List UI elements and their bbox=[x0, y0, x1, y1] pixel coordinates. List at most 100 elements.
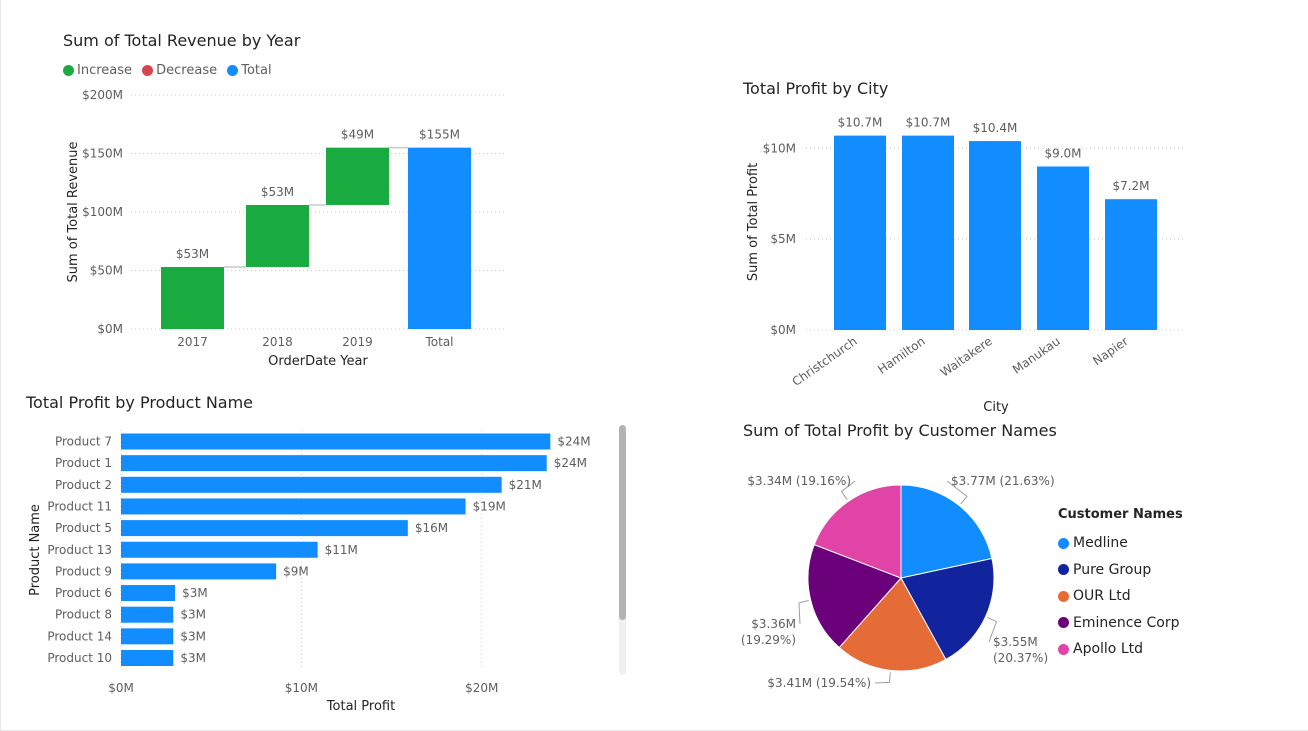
y-axis-title: Sum of Total Profit bbox=[746, 163, 761, 281]
city-bar-chart[interactable]: $0M $5M $10M $10.7M Christchurch $10.7M Hamilt… bbox=[701, 100, 1201, 420]
y-tick-label: Product 10 bbox=[47, 651, 112, 665]
y-axis-title: Product Name bbox=[28, 504, 43, 596]
x-tick-label: 2018 bbox=[262, 335, 293, 349]
waterfall-bar bbox=[246, 204, 309, 267]
waterfall-legend[interactable]: Increase Decrease Total bbox=[63, 63, 278, 80]
y-tick-label: Product 14 bbox=[47, 629, 112, 643]
y-tick-label: $5M bbox=[770, 232, 796, 246]
legend-decrease-label: Decrease bbox=[156, 63, 218, 78]
data-label: $16M bbox=[415, 521, 448, 535]
city-bar bbox=[834, 135, 886, 330]
pie-legend-swatch bbox=[1058, 564, 1069, 576]
legend-increase-swatch bbox=[63, 65, 74, 76]
data-label: $155M bbox=[419, 128, 460, 142]
y-tick-label: $0M bbox=[770, 323, 796, 337]
data-label: $24M bbox=[557, 435, 590, 449]
pie-legend[interactable]: Customer Names Medline Pure Group OUR Lt… bbox=[1058, 507, 1183, 663]
pie-legend-item-apollo-ltd[interactable]: Apollo Ltd bbox=[1058, 636, 1183, 663]
pie-slice bbox=[900, 484, 993, 579]
y-tick-label: Product 9 bbox=[55, 564, 112, 578]
x-tick-label: $20M bbox=[465, 681, 498, 695]
pie-legend-item-eminence-corp[interactable]: Eminence Corp bbox=[1058, 610, 1183, 637]
city-chart-title: Total Profit by City bbox=[743, 79, 889, 98]
x-tick-label: Christchurch bbox=[790, 334, 860, 389]
data-label: $21M bbox=[509, 478, 542, 492]
legend-item-increase[interactable]: Increase bbox=[63, 63, 132, 78]
y-axis-title: Sum of Total Revenue bbox=[66, 141, 81, 282]
product-bar bbox=[121, 606, 174, 623]
y-tick-label: $200M bbox=[82, 88, 123, 102]
legend-decrease-swatch bbox=[142, 65, 154, 76]
pie-legend-item-medline[interactable]: Medline bbox=[1058, 530, 1183, 557]
product-bar bbox=[121, 650, 174, 666]
data-label: $10.4M bbox=[973, 121, 1018, 135]
data-label: $53M bbox=[261, 185, 294, 199]
pie-data-label: $3.34M (19.16%) bbox=[747, 474, 851, 488]
x-tick-label: Total bbox=[424, 335, 453, 349]
x-axis-title: Total Profit bbox=[326, 699, 395, 714]
pie-slice bbox=[813, 484, 902, 579]
x-tick-label: 2019 bbox=[342, 335, 373, 349]
legend-total-label: Total bbox=[241, 63, 272, 78]
scrollbar-thumb[interactable] bbox=[619, 425, 626, 620]
legend-total-swatch bbox=[227, 65, 239, 76]
customer-pie-chart[interactable]: $3.77M (21.63%) $3.55M (20.37%) $3.41M (19.… bbox=[731, 450, 1061, 710]
y-tick-label: $10M bbox=[763, 141, 796, 155]
x-tick-label: 2017 bbox=[177, 335, 208, 349]
x-tick-label: $10M bbox=[285, 681, 318, 695]
pie-leader-line bbox=[987, 616, 998, 643]
data-label: $9.0M bbox=[1044, 147, 1081, 161]
waterfall-chart[interactable]: $0M $50M $100M $150M $200M $53M 2017 $53M 2018 $4… bbox=[1, 0, 521, 380]
waterfall-bar bbox=[326, 147, 389, 205]
product-bar bbox=[121, 520, 408, 537]
y-tick-label: Product 11 bbox=[47, 499, 112, 513]
city-bar bbox=[969, 141, 1021, 330]
product-bar-chart[interactable]: $0M $10M $20M Product 7 $24M Product 1 $24M Pro… bbox=[1, 420, 616, 720]
legend-item-total[interactable]: Total bbox=[227, 63, 272, 78]
product-bar bbox=[121, 585, 176, 602]
y-tick-label: Product 1 bbox=[55, 456, 112, 470]
y-tick-label: Product 2 bbox=[55, 478, 112, 492]
city-bar bbox=[902, 135, 954, 330]
x-axis-title: OrderDate Year bbox=[268, 354, 368, 369]
pie-legend-title: Customer Names bbox=[1058, 507, 1183, 522]
data-label: $3M bbox=[180, 608, 206, 622]
data-label: $10.7M bbox=[906, 116, 951, 130]
product-bar bbox=[121, 563, 277, 580]
pie-leader-line bbox=[874, 672, 891, 684]
pie-data-label: $3.77M (21.63%) bbox=[951, 474, 1055, 488]
city-bar bbox=[1105, 199, 1157, 330]
y-tick-label: $0M bbox=[97, 322, 123, 336]
pie-legend-swatch bbox=[1058, 590, 1069, 602]
data-label: $3M bbox=[180, 651, 206, 665]
product-bar bbox=[121, 498, 466, 515]
pie-legend-swatch bbox=[1058, 537, 1069, 549]
x-axis-title: City bbox=[983, 400, 1009, 415]
product-bar bbox=[121, 455, 547, 472]
y-tick-label: Product 13 bbox=[47, 543, 112, 557]
product-chart-scrollbar[interactable] bbox=[619, 425, 626, 675]
pie-legend-swatch bbox=[1058, 643, 1069, 655]
pie-legend-item-pure-group[interactable]: Pure Group bbox=[1058, 557, 1183, 584]
pie-legend-label: Medline bbox=[1073, 535, 1128, 552]
y-tick-label: Product 5 bbox=[55, 521, 112, 535]
data-label: $9M bbox=[283, 564, 309, 578]
x-tick-label: Hamilton bbox=[875, 334, 928, 377]
x-tick-label: Manukau bbox=[1010, 334, 1063, 377]
waterfall-chart-title: Sum of Total Revenue by Year bbox=[63, 31, 301, 50]
y-tick-label: Product 8 bbox=[55, 608, 112, 622]
y-tick-label: Product 7 bbox=[55, 435, 112, 449]
data-label: $3M bbox=[180, 629, 206, 643]
x-tick-label: $0M bbox=[108, 681, 134, 695]
y-tick-label: $50M bbox=[90, 264, 123, 278]
pie-legend-swatch bbox=[1058, 617, 1069, 629]
pie-slice bbox=[900, 557, 995, 661]
pie-legend-item-our-ltd[interactable]: OUR Ltd bbox=[1058, 583, 1183, 610]
y-tick-label: Product 6 bbox=[55, 586, 112, 600]
legend-increase-label: Increase bbox=[77, 63, 133, 78]
pie-legend-label: Eminence Corp bbox=[1073, 614, 1180, 631]
legend-item-decrease[interactable]: Decrease bbox=[142, 63, 217, 78]
data-label: $10.7M bbox=[838, 116, 883, 130]
waterfall-bar bbox=[161, 266, 224, 329]
